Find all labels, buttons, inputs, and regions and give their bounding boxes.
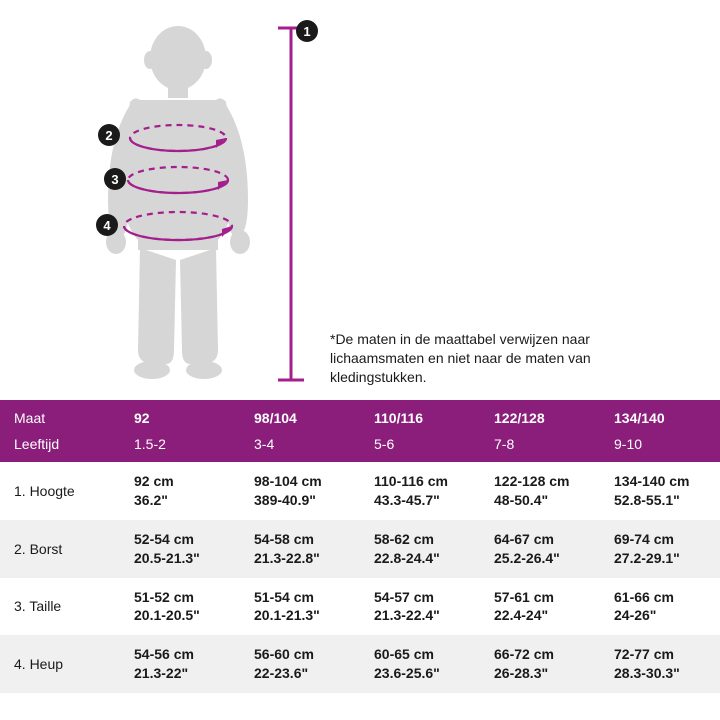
measurement-marker-4: 4 xyxy=(96,214,118,236)
child-silhouette xyxy=(80,20,270,380)
size-cell: 61-66 cm24-26" xyxy=(600,578,720,636)
table-row: 2. Borst52-54 cm20.5-21.3"54-58 cm21.3-2… xyxy=(0,520,720,578)
size-cell: 51-54 cm20.1-21.3" xyxy=(240,578,360,636)
size-cell: 64-67 cm25.2-26.4" xyxy=(480,520,600,578)
size-cell: 72-77 cm28.3-30.3" xyxy=(600,635,720,693)
measurement-diagram: 1 2 3 4 *De maten in de maattabel verwijzen… xyxy=(0,0,720,400)
size-cell: 92 cm36.2" xyxy=(120,462,240,520)
header-size-2: 110/116 xyxy=(360,400,480,436)
size-cell: 52-54 cm20.5-21.3" xyxy=(120,520,240,578)
size-cell: 110-116 cm43.3-45.7" xyxy=(360,462,480,520)
header-leeftijd-label: Leeftijd xyxy=(0,436,120,462)
size-cell: 57-61 cm22.4-24" xyxy=(480,578,600,636)
measurement-marker-1: 1 xyxy=(296,20,318,42)
size-cell: 58-62 cm22.8-24.4" xyxy=(360,520,480,578)
height-bar-icon xyxy=(278,26,304,382)
size-cell: 56-60 cm22-23.6" xyxy=(240,635,360,693)
size-cell: 98-104 cm389-40.9" xyxy=(240,462,360,520)
header-age-0: 1.5-2 xyxy=(120,436,240,462)
header-maat-label: Maat xyxy=(0,400,120,436)
table-row: 1. Hoogte92 cm36.2"98-104 cm389-40.9"110… xyxy=(0,462,720,520)
row-label: 1. Hoogte xyxy=(0,462,120,520)
table-row: 4. Heup54-56 cm21.3-22"56-60 cm22-23.6"6… xyxy=(0,635,720,693)
table-row: 3. Taille51-52 cm20.1-20.5"51-54 cm20.1-… xyxy=(0,578,720,636)
measurement-marker-3: 3 xyxy=(104,168,126,190)
header-size-0: 92 xyxy=(120,400,240,436)
size-cell: 134-140 cm52.8-55.1" xyxy=(600,462,720,520)
size-cell: 54-58 cm21.3-22.8" xyxy=(240,520,360,578)
size-cell: 54-56 cm21.3-22" xyxy=(120,635,240,693)
size-cell: 66-72 cm26-28.3" xyxy=(480,635,600,693)
sizing-note: *De maten in de maattabel verwijzen naar… xyxy=(330,330,660,387)
size-cell: 69-74 cm27.2-29.1" xyxy=(600,520,720,578)
size-cell: 60-65 cm23.6-25.6" xyxy=(360,635,480,693)
row-label: 3. Taille xyxy=(0,578,120,636)
header-age-4: 9-10 xyxy=(600,436,720,462)
header-age-2: 5-6 xyxy=(360,436,480,462)
row-label: 4. Heup xyxy=(0,635,120,693)
header-size-1: 98/104 xyxy=(240,400,360,436)
measurement-marker-2: 2 xyxy=(98,124,120,146)
header-size-4: 134/140 xyxy=(600,400,720,436)
size-cell: 51-52 cm20.1-20.5" xyxy=(120,578,240,636)
size-chart-table: Maat9298/104110/116122/128134/140 Leeftij… xyxy=(0,400,720,693)
header-size-3: 122/128 xyxy=(480,400,600,436)
header-age-3: 7-8 xyxy=(480,436,600,462)
header-age-1: 3-4 xyxy=(240,436,360,462)
row-label: 2. Borst xyxy=(0,520,120,578)
size-cell: 122-128 cm48-50.4" xyxy=(480,462,600,520)
size-cell: 54-57 cm21.3-22.4" xyxy=(360,578,480,636)
